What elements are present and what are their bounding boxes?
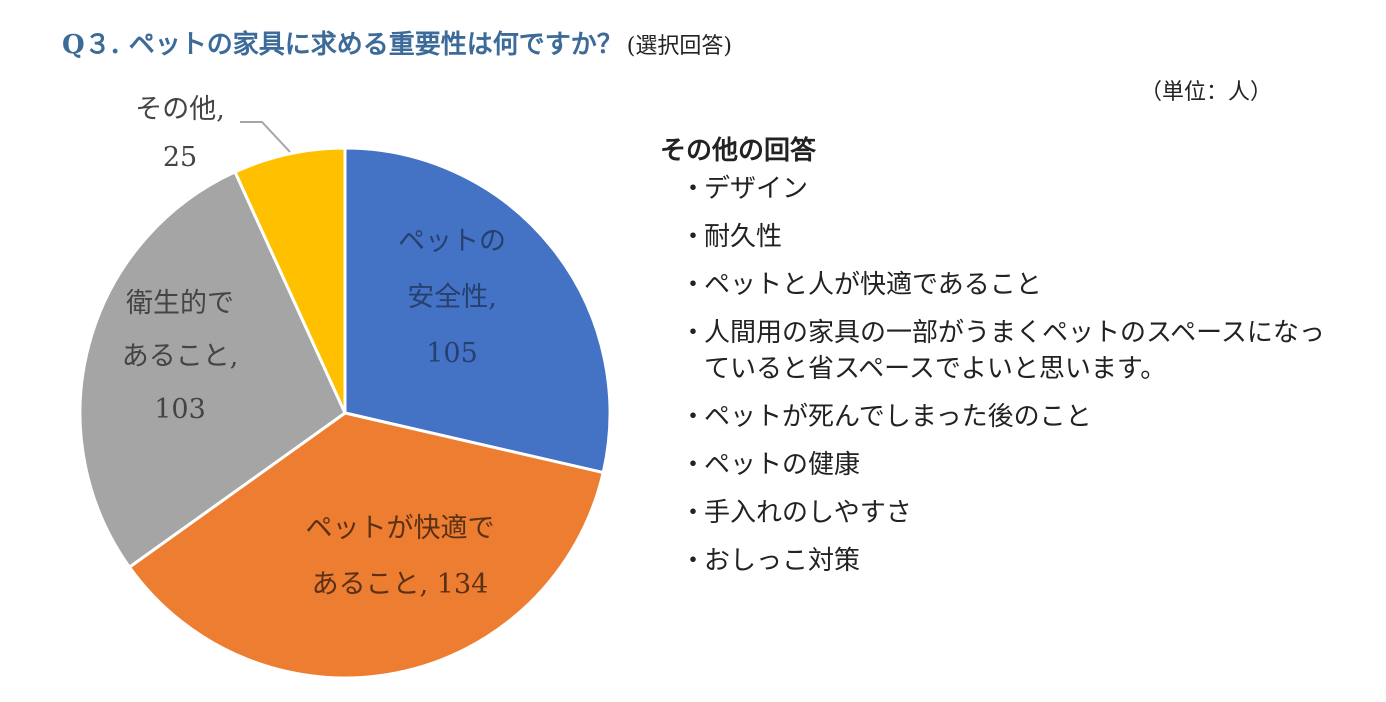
leader-line <box>240 121 291 153</box>
slice-label: ペットの安全性, 105 <box>398 226 506 369</box>
bullet-dot: ・ <box>680 270 707 300</box>
bullet-dot: ・ <box>680 546 707 576</box>
other-answer-text: 手入れのしやすさ <box>704 498 912 528</box>
slice-label-line: 105 <box>426 338 478 369</box>
slice-label-line: 衛生的で <box>126 288 234 319</box>
pie-chart: ペットの安全性, 105 ペットが快適であること, 134 衛生的であること, 103 そ… <box>78 94 612 680</box>
bullet-dot: ・ <box>680 498 707 528</box>
slice-label-line: あること, 134 <box>312 569 489 600</box>
other-answers-list: ・デザイン・耐久性・ペットと人が快適であること・人間用の家具の一部がうまくペット… <box>660 171 1360 579</box>
other-answer-text: おしっこ対策 <box>704 546 861 576</box>
slice-label-line: あること, <box>122 341 239 372</box>
slice-label-line: 103 <box>154 394 206 425</box>
other-answer-item: ・ペットと人が快適であること <box>680 267 1360 303</box>
slice-label-line: ペットの <box>398 226 506 257</box>
question-title: Q３. ペットの家具に求める重要性は何ですか？ <box>62 30 623 60</box>
other-answer-text: ペットが死んでしまった後のこと <box>704 402 1092 432</box>
other-answer-text: ペットの健康 <box>704 450 861 480</box>
slice-label-line: 25 <box>163 142 197 173</box>
other-answer-text: デザイン <box>704 174 809 204</box>
question-subtitle: (選択回答) <box>626 34 732 59</box>
pie-slice <box>343 146 612 475</box>
slice-label: 衛生的であること, 103 <box>122 288 239 425</box>
other-answer-text: 耐久性 <box>704 222 783 252</box>
pie-slice <box>233 146 347 414</box>
bullet-dot: ・ <box>680 174 707 204</box>
slice-label-line: その他, <box>135 94 225 125</box>
unit-label: （単位：人） <box>1140 80 1273 105</box>
other-answer-item: ・耐久性 <box>680 219 1360 255</box>
other-answer-item: ・デザイン <box>680 171 1360 207</box>
other-answer-item: ・手入れのしやすさ <box>680 495 1360 531</box>
slice-label-line: 安全性, <box>407 282 497 313</box>
slice-label: ペットが快適であること, 134 <box>306 513 495 600</box>
other-answer-text: 人間用の家具の一部がうまくペットのスペースになっていると省スペースでよいと思いま… <box>704 318 1325 384</box>
other-answer-item: ・人間用の家具の一部がうまくペットのスペースになっていると省スペースでよいと思い… <box>680 315 1344 387</box>
bullet-dot: ・ <box>680 222 707 252</box>
page-title: Q３. ペットの家具に求める重要性は何ですか？ (選択回答) <box>62 24 732 61</box>
slice-label: その他, 25 <box>135 94 225 173</box>
other-answers-heading: その他の回答 <box>660 136 817 166</box>
other-answer-item: ・おしっこ対策 <box>680 543 1360 579</box>
slice-label-line: ペットが快適で <box>306 513 495 544</box>
other-answers-panel: その他の回答 ・デザイン・耐久性・ペットと人が快適であること・人間用の家具の一部… <box>660 130 1360 591</box>
pie-slice <box>127 411 606 680</box>
other-answer-text: ペットと人が快適であること <box>704 270 1042 300</box>
bullet-dot: ・ <box>680 450 707 480</box>
other-answer-item: ・ペットの健康 <box>680 447 1360 483</box>
bullet-dot: ・ <box>680 402 707 432</box>
bullet-dot: ・ <box>680 318 707 348</box>
other-answer-item: ・ペットが死んでしまった後のこと <box>680 399 1360 435</box>
